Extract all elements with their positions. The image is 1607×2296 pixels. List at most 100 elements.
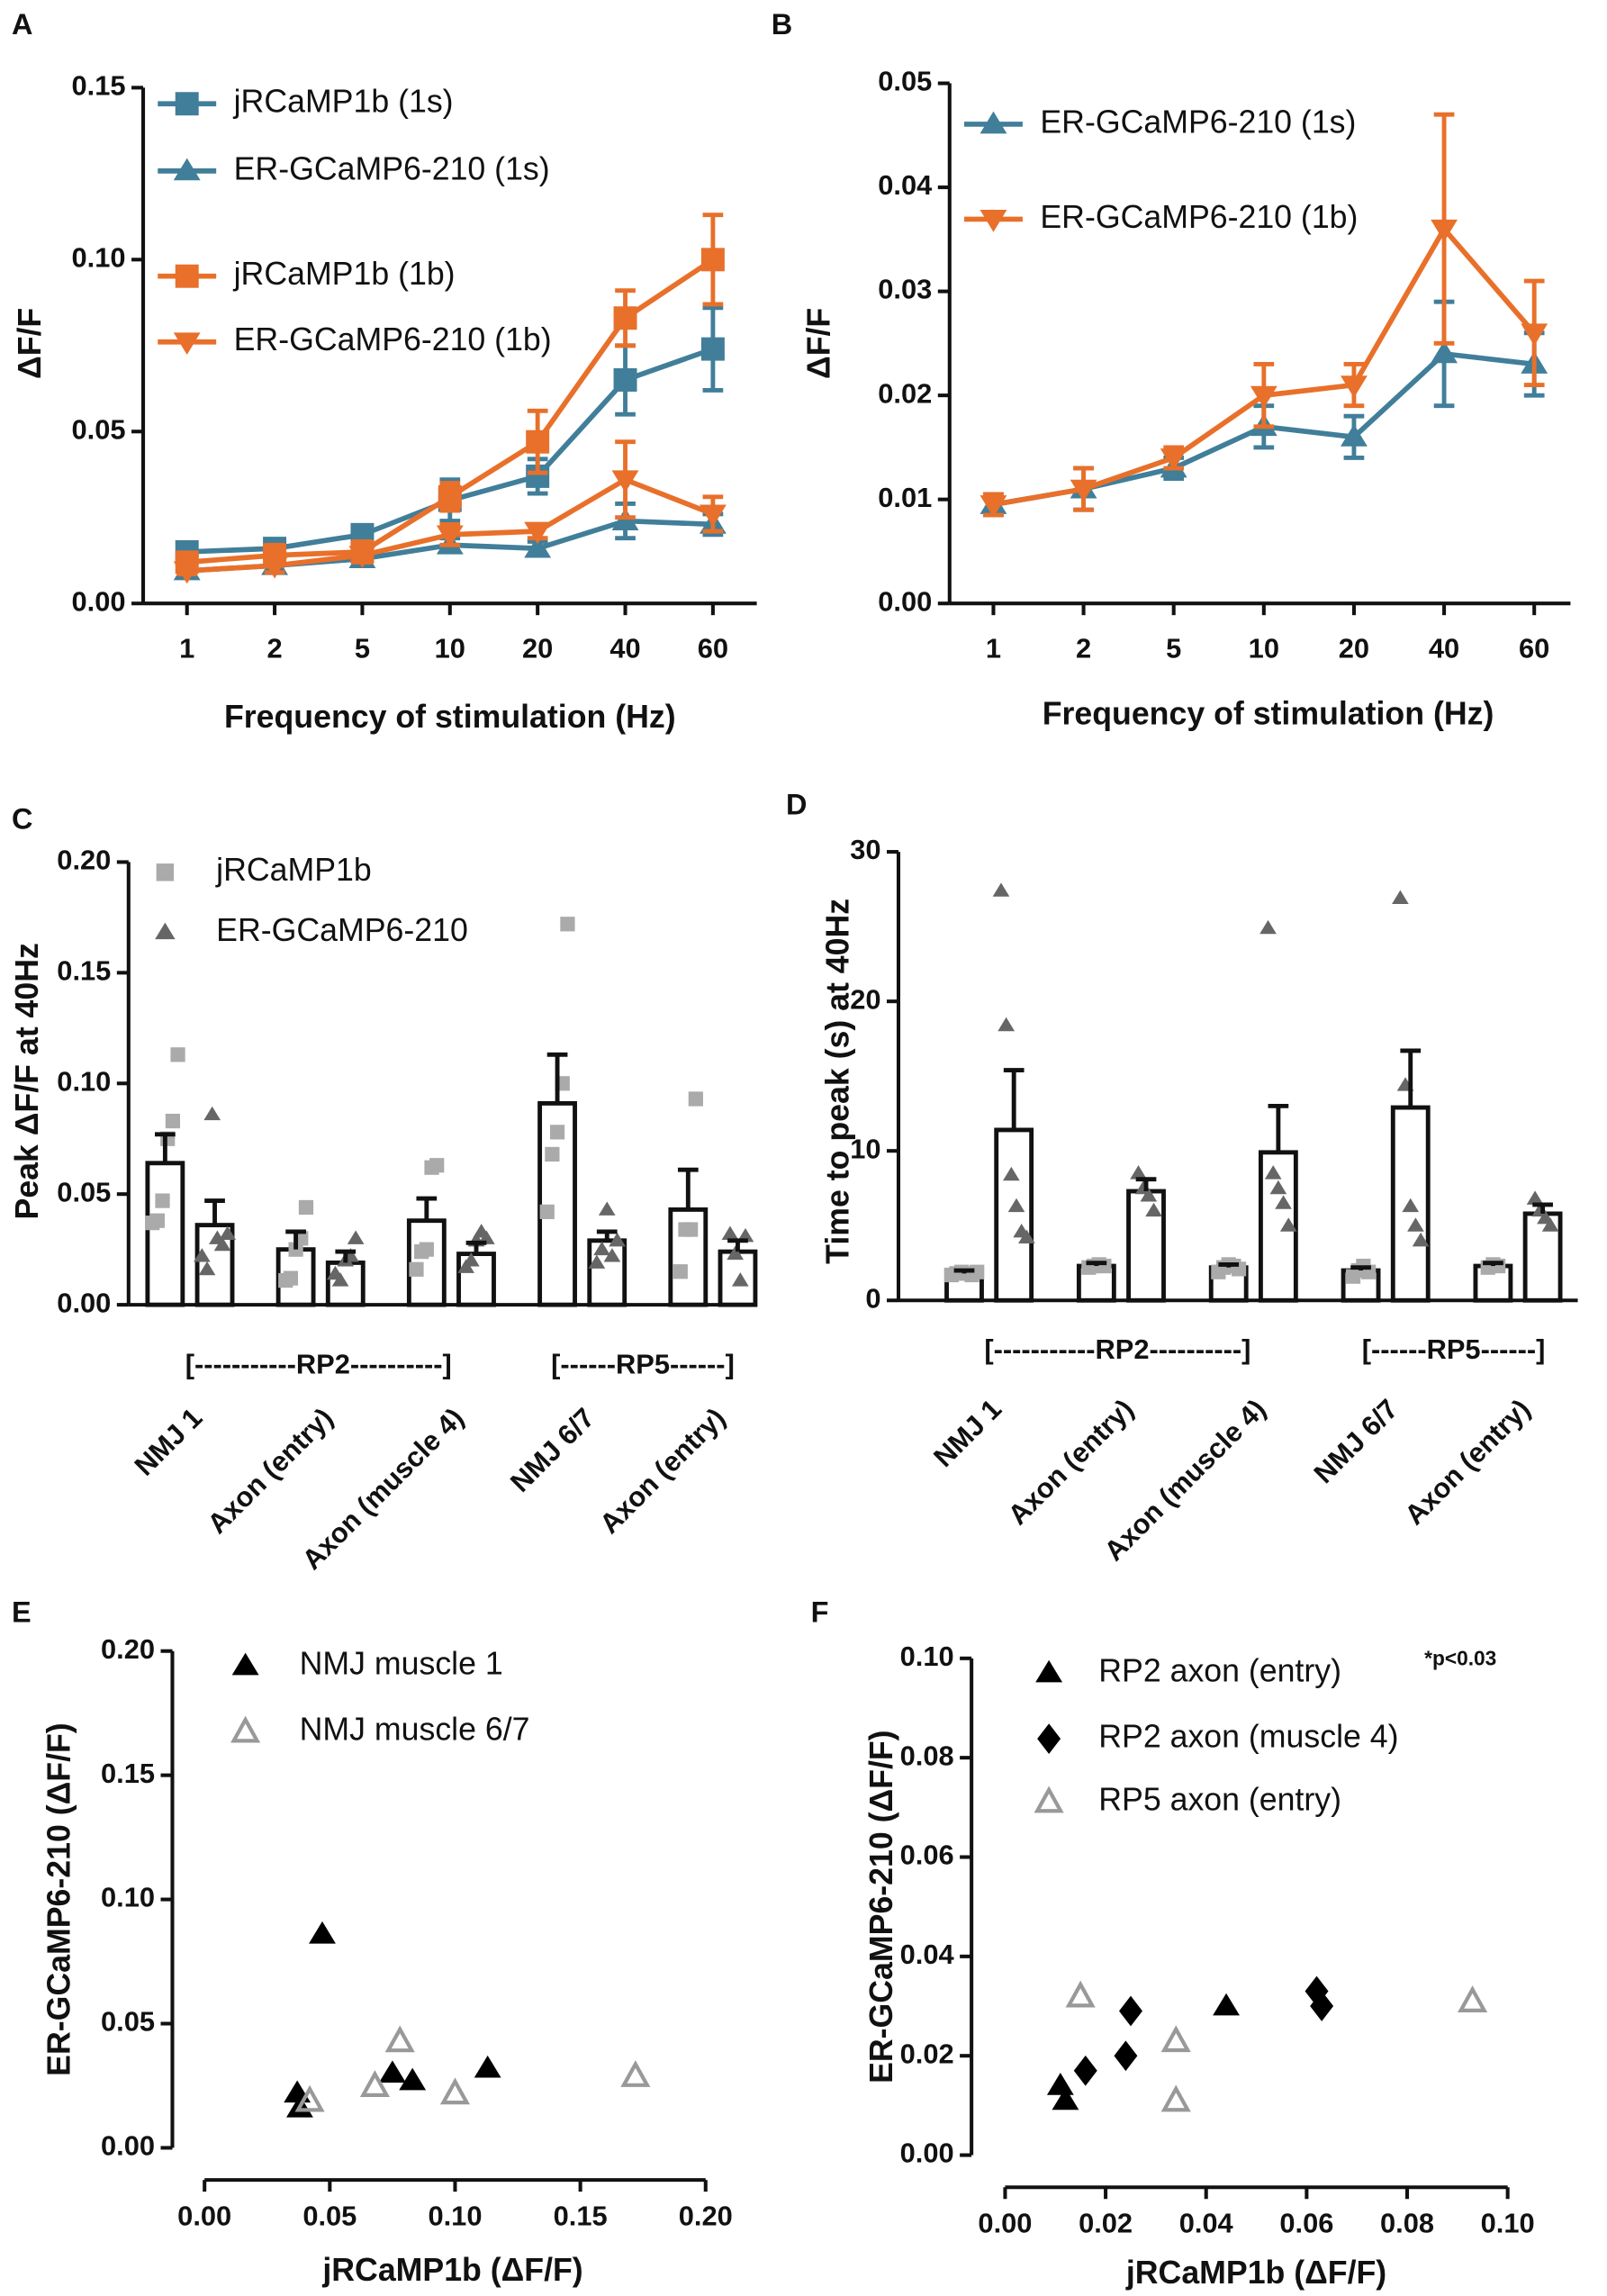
y-tick-label: 20: [850, 983, 880, 1015]
marker: [399, 2067, 427, 2091]
marker: [1037, 1723, 1061, 1754]
y-tick-label: 0.15: [72, 70, 126, 102]
marker: [1213, 1993, 1240, 2016]
marker: [261, 556, 289, 579]
y-tick-label: 0.10: [57, 1065, 111, 1097]
marker: [198, 1261, 216, 1276]
y-tick-label: 0.10: [900, 1641, 954, 1672]
marker: [155, 922, 176, 940]
legend-label: RP2 axon (muscle 4): [1098, 1719, 1398, 1755]
x-tick-label: 40: [1429, 632, 1459, 664]
y-tick-label: 0.05: [878, 66, 932, 97]
marker: [588, 1254, 606, 1269]
marker: [170, 1047, 185, 1062]
marker: [1259, 919, 1277, 935]
marker: [462, 1252, 480, 1267]
x-axis-label: jRCaMP1b (ΔF/F): [1125, 2255, 1386, 2291]
marker: [474, 2055, 501, 2078]
marker: [298, 1199, 314, 1216]
marker: [203, 1106, 221, 1121]
marker: [1458, 1985, 1488, 2013]
marker: [378, 2060, 406, 2084]
marker: [539, 1204, 555, 1219]
error-bar: [1350, 1265, 1371, 1271]
error-bar: [1400, 1048, 1422, 1108]
marker: [155, 1193, 170, 1208]
marker: [173, 561, 201, 584]
y-tick-label: 0.00: [900, 2138, 954, 2169]
marker: [980, 495, 1007, 518]
y-tick-label: 0.01: [878, 482, 932, 513]
x-tick-label: 0.05: [302, 2200, 357, 2231]
y-tick-label: 0.10: [72, 241, 126, 273]
marker: [603, 1248, 621, 1262]
y-tick-label: 10: [850, 1133, 880, 1164]
marker: [598, 1201, 616, 1216]
marker: [231, 1652, 259, 1676]
x-tick-label: 1: [179, 632, 194, 664]
marker: [1160, 2084, 1191, 2112]
marker: [721, 1225, 739, 1240]
marker: [1003, 1166, 1020, 1181]
legend-label: NMJ muscle 6/7: [300, 1711, 530, 1747]
marker: [331, 1272, 349, 1287]
error-bar: [1086, 1261, 1107, 1267]
marker: [699, 504, 727, 528]
marker: [1160, 2025, 1191, 2053]
group-label: [-----------RP2----------]: [984, 1333, 1250, 1365]
x-tick-label: 40: [609, 632, 640, 664]
y-tick-label: 0.04: [878, 169, 932, 201]
marker: [175, 92, 199, 116]
group-label: [------RP5------]: [1362, 1333, 1546, 1365]
bar: [994, 1127, 1034, 1303]
marker: [609, 1232, 626, 1247]
error-bar: [1483, 1261, 1503, 1267]
marker: [1052, 2087, 1079, 2111]
marker: [173, 158, 201, 181]
y-tick-label: 0.10: [101, 1882, 155, 1913]
marker: [1034, 1785, 1064, 1813]
marker: [149, 1213, 165, 1228]
category-label: Axon (entry): [201, 1402, 339, 1540]
category-label: NMJ 6/7: [504, 1402, 600, 1498]
marker: [1035, 1659, 1063, 1683]
x-axis-label: Frequency of stimulation (Hz): [1043, 696, 1494, 732]
x-tick-label: 2: [1076, 632, 1091, 664]
x-tick-label: 0.02: [1079, 2208, 1133, 2239]
marker: [294, 2084, 325, 2112]
x-tick-label: 0.06: [1279, 2208, 1333, 2239]
error-bar: [285, 1229, 306, 1250]
marker: [436, 525, 464, 548]
panel-label: B: [772, 8, 792, 41]
panel-label: D: [786, 788, 807, 820]
error-bar: [465, 1240, 487, 1254]
marker: [1526, 1190, 1544, 1205]
marker: [1119, 1995, 1142, 2027]
x-axis-label: Frequency of stimulation (Hz): [224, 699, 676, 735]
marker: [549, 1125, 565, 1140]
marker: [309, 1921, 336, 1944]
legend-label: ER-GCaMP6-210 (1b): [234, 321, 552, 357]
marker: [980, 210, 1007, 232]
y-axis-label: ΔF/F: [12, 308, 48, 379]
error-bar: [416, 1196, 438, 1221]
category-label: NMJ 1: [927, 1393, 1007, 1473]
marker: [165, 1113, 181, 1129]
panel-label: C: [12, 803, 32, 836]
marker: [1431, 219, 1458, 242]
marker: [175, 264, 199, 288]
marker: [347, 1230, 365, 1244]
y-tick-label: 0.05: [101, 2006, 155, 2038]
marker: [524, 521, 552, 545]
marker: [1114, 2040, 1138, 2072]
y-tick-label: 0.04: [900, 1939, 954, 1970]
marker: [1341, 424, 1368, 447]
x-tick-label: 60: [1519, 632, 1549, 664]
error-bar: [1218, 1261, 1240, 1268]
y-axis-label: ΔF/F: [800, 308, 836, 379]
legend-label: ER-GCaMP6-210 (1s): [234, 150, 550, 186]
marker: [1073, 2055, 1097, 2086]
marker: [438, 484, 462, 509]
x-tick-label: 0.08: [1380, 2208, 1434, 2239]
x-tick-label: 60: [698, 632, 728, 664]
